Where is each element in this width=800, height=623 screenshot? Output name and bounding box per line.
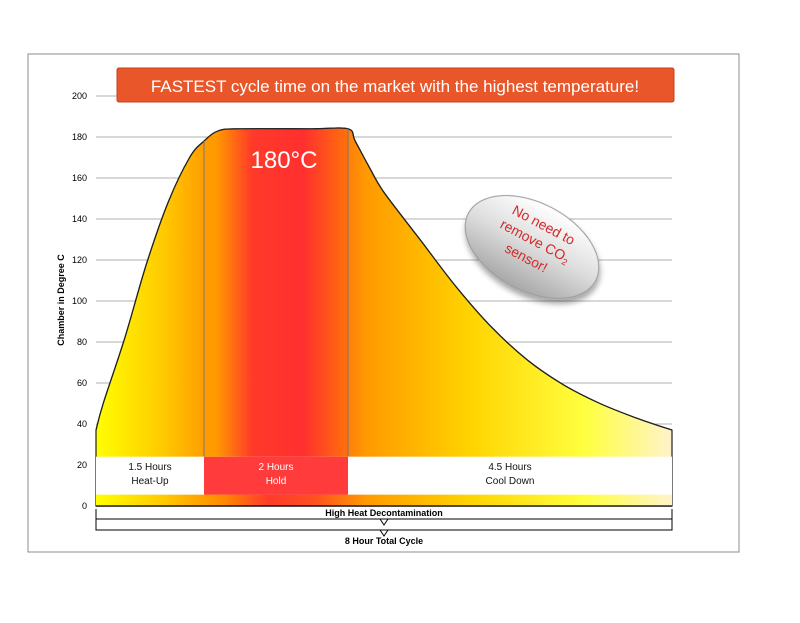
phase-duration-hold: 2 Hours [258, 462, 293, 473]
phase-box-hold [204, 456, 348, 495]
y-tick-label: 20 [77, 460, 87, 470]
title-box [116, 67, 675, 103]
decontamination-bracket-pointer [379, 518, 389, 526]
phase-box-cooldown [348, 456, 672, 495]
y-tick-label: 120 [72, 255, 87, 265]
bottom-gradient-strip [96, 494, 672, 506]
phase-box-heatup [96, 456, 204, 495]
phase-name-cooldown: Cool Down [486, 476, 535, 487]
co2-badge-subscript: 2 [560, 256, 569, 267]
y-axis-label: Chamber in Degree C [56, 254, 66, 346]
hold-phase-area [204, 127, 348, 506]
temperature-curve [95, 127, 673, 431]
y-tick-label: 200 [72, 91, 87, 101]
phase-name-hold: Hold [266, 476, 287, 487]
y-tick-labels: 0 20 40 60 80 100 120 140 160 180 200 [72, 91, 87, 511]
chart-title: FASTEST cycle time on the market with th… [151, 77, 639, 96]
y-tick-label: 180 [72, 132, 87, 142]
total-cycle-label: 8 Hour Total Cycle [345, 536, 423, 546]
y-tick-label: 160 [72, 173, 87, 183]
y-tick-label: 100 [72, 296, 87, 306]
phase-duration-heatup: 1.5 Hours [128, 462, 171, 473]
y-tick-label: 0 [82, 501, 87, 511]
y-tick-label: 140 [72, 214, 87, 224]
phase-name-heatup: Heat-Up [131, 476, 169, 487]
phase-duration-cooldown: 4.5 Hours [488, 462, 531, 473]
y-tick-label: 40 [77, 419, 87, 429]
total-cycle-bracket-pointer [379, 529, 389, 537]
co2-badge: No need to remove CO2 sensor! [464, 195, 600, 299]
temperature-area [95, 127, 673, 507]
decontamination-label: High Heat Decontamination [325, 508, 443, 518]
y-tick-label: 80 [77, 337, 87, 347]
peak-temperature-label: 180°C [251, 147, 318, 174]
total-cycle-bracket [95, 509, 673, 531]
co2-badge-shape [464, 195, 600, 299]
chart-border [27, 53, 740, 553]
y-tick-label: 60 [77, 378, 87, 388]
